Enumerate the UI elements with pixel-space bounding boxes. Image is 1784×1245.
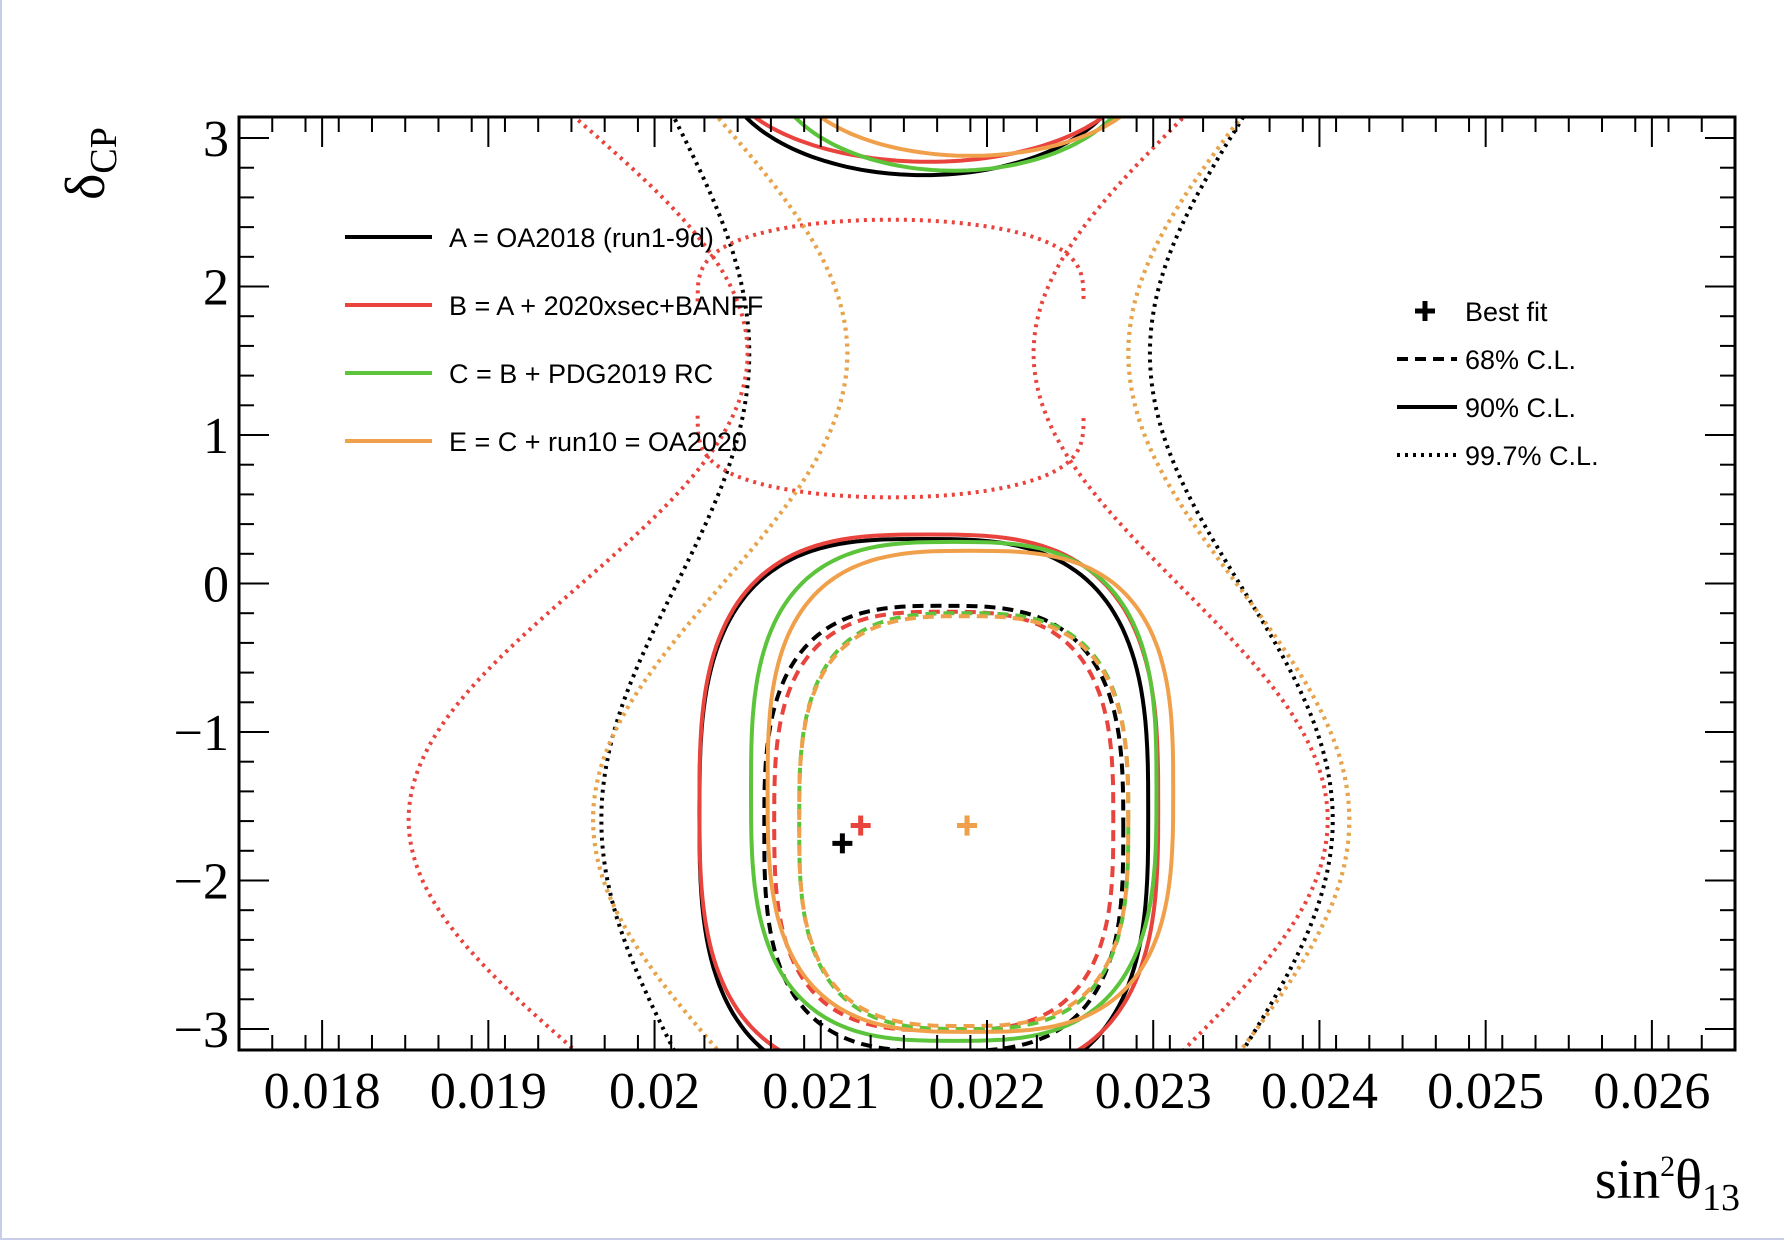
style-legend-entry: Best fit [1415, 297, 1548, 327]
series-legend-entry: C = B + PDG2019 RC [345, 359, 713, 389]
x-tick-label: 0.024 [1261, 1063, 1378, 1120]
style-legend-entry: 99.7% C.L. [1397, 441, 1599, 471]
y-tick-label: −1 [174, 705, 229, 762]
y-axis-title: δCP [55, 127, 125, 200]
x-tick-label: 0.021 [762, 1063, 879, 1120]
contour-997-right-series-1 [1031, 117, 1330, 1050]
contour-90-wrap-series-1 [751, 117, 1107, 164]
y-tick-label: −3 [174, 1002, 229, 1059]
contour-90-series-3 [765, 548, 1176, 1034]
x-tick-label: 0.018 [264, 1063, 381, 1120]
y-tick-label: 0 [203, 557, 229, 614]
contour-997-left-series-3 [591, 117, 850, 1050]
contour-layer [406, 117, 1352, 1050]
series-legend-entry: A = OA2018 (run1-9d) [345, 223, 714, 253]
contour-90-wrap-series-3 [817, 117, 1124, 158]
y-tick-labels: −3 −2 −1 0 1 2 3 [174, 111, 229, 1059]
series-legend-label: B = A + 2020xsec+BANFF [449, 291, 763, 321]
contour-68-series-0 [762, 603, 1126, 1050]
x-tick-labels: 0.018 0.019 0.02 0.021 0.022 0.023 0.024 0.025 0… [264, 1063, 1711, 1120]
series-legend: A = OA2018 (run1-9d) B = A + 2020xsec+BAN… [345, 223, 763, 457]
style-legend: Best fit 68% C.L. 90% C.L. 99.7% C.L. [1397, 297, 1599, 471]
best-fit-layer [832, 815, 978, 854]
contour-68-series-1 [772, 609, 1116, 1033]
contour-90-series-2 [748, 539, 1159, 1043]
y-tick-label: 3 [203, 111, 229, 168]
y-tick-label: 1 [203, 408, 229, 465]
contour-997-left-series-0 [599, 117, 752, 1050]
plot-frame [237, 115, 1737, 1052]
x-tick-label: 0.02 [609, 1063, 700, 1120]
style-legend-label: 99.7% C.L. [1465, 441, 1599, 471]
x-tick-label: 0.023 [1095, 1063, 1212, 1120]
x-axis-title: sin2θ13 [1595, 1149, 1740, 1219]
best-fit-marker-series-3 [957, 815, 978, 836]
contour-68-series-2 [797, 611, 1131, 1032]
style-legend-label: 68% C.L. [1465, 345, 1576, 375]
style-legend-entry: 68% C.L. [1397, 345, 1576, 375]
x-tick-label: 0.019 [430, 1063, 547, 1120]
contour-997-right-series-3 [1126, 117, 1352, 1050]
x-tick-label: 0.025 [1427, 1063, 1544, 1120]
style-legend-entry: 90% C.L. [1397, 393, 1576, 423]
tick-layer [238, 117, 1736, 1050]
contour-997-upper-arc-series-1 [695, 217, 1086, 302]
series-legend-label: A = OA2018 (run1-9d) [449, 223, 714, 253]
contour-68-series-3 [797, 614, 1131, 1029]
series-legend-entry: E = C + run10 = OA2020 [345, 427, 747, 457]
series-legend-label: E = C + run10 = OA2020 [449, 427, 747, 457]
y-tick-label: −2 [174, 853, 229, 910]
contour-997-right-series-0 [1147, 117, 1335, 1050]
x-tick-label: 0.022 [929, 1063, 1046, 1120]
series-legend-label: C = B + PDG2019 RC [449, 359, 713, 389]
best-fit-marker-series-0 [832, 833, 853, 854]
contour-997-lower-arc-series-1 [695, 415, 1086, 500]
best-fit-marker-series-1 [850, 815, 871, 836]
contour-90-wrap-series-0 [743, 117, 1105, 178]
style-legend-label: 90% C.L. [1465, 393, 1576, 423]
series-legend-entry: B = A + 2020xsec+BANFF [345, 291, 763, 321]
x-tick-label: 0.026 [1593, 1063, 1710, 1120]
style-legend-label: Best fit [1465, 297, 1548, 327]
y-tick-label: 2 [203, 260, 229, 317]
